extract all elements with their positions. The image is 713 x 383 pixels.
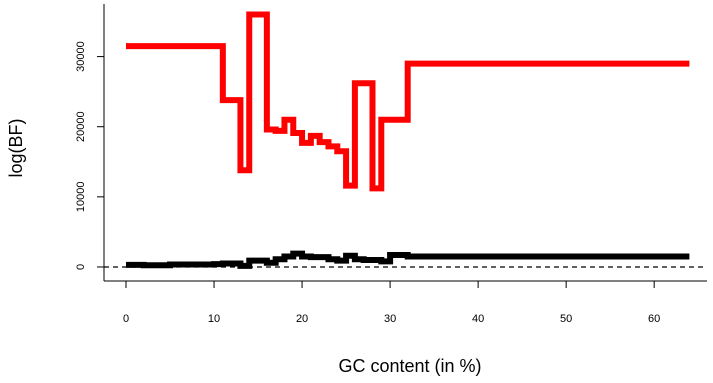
x-tick-label: 60 xyxy=(648,313,660,325)
x-tick-label: 30 xyxy=(384,313,396,325)
x-tick-label: 40 xyxy=(472,313,484,325)
x-tick-label: 50 xyxy=(560,313,572,325)
x-axis-label: GC content (in %) xyxy=(338,356,481,376)
x-tick-label: 0 xyxy=(123,313,129,325)
x-tick-label: 10 xyxy=(208,313,220,325)
y-tick-label: 0 xyxy=(75,264,87,270)
y-tick-label: 30000 xyxy=(75,41,87,72)
y-axis-label: log(BF) xyxy=(6,118,26,177)
axes: 0 10000 20000 30000 0 10 20 30 40 50 60 xyxy=(75,4,707,325)
series-line-red xyxy=(126,11,690,192)
series-line-black xyxy=(126,250,690,269)
series-group xyxy=(126,11,690,269)
x-tick-label: 20 xyxy=(296,313,308,325)
y-tick-label: 20000 xyxy=(75,111,87,142)
y-tick-label: 10000 xyxy=(75,182,87,213)
